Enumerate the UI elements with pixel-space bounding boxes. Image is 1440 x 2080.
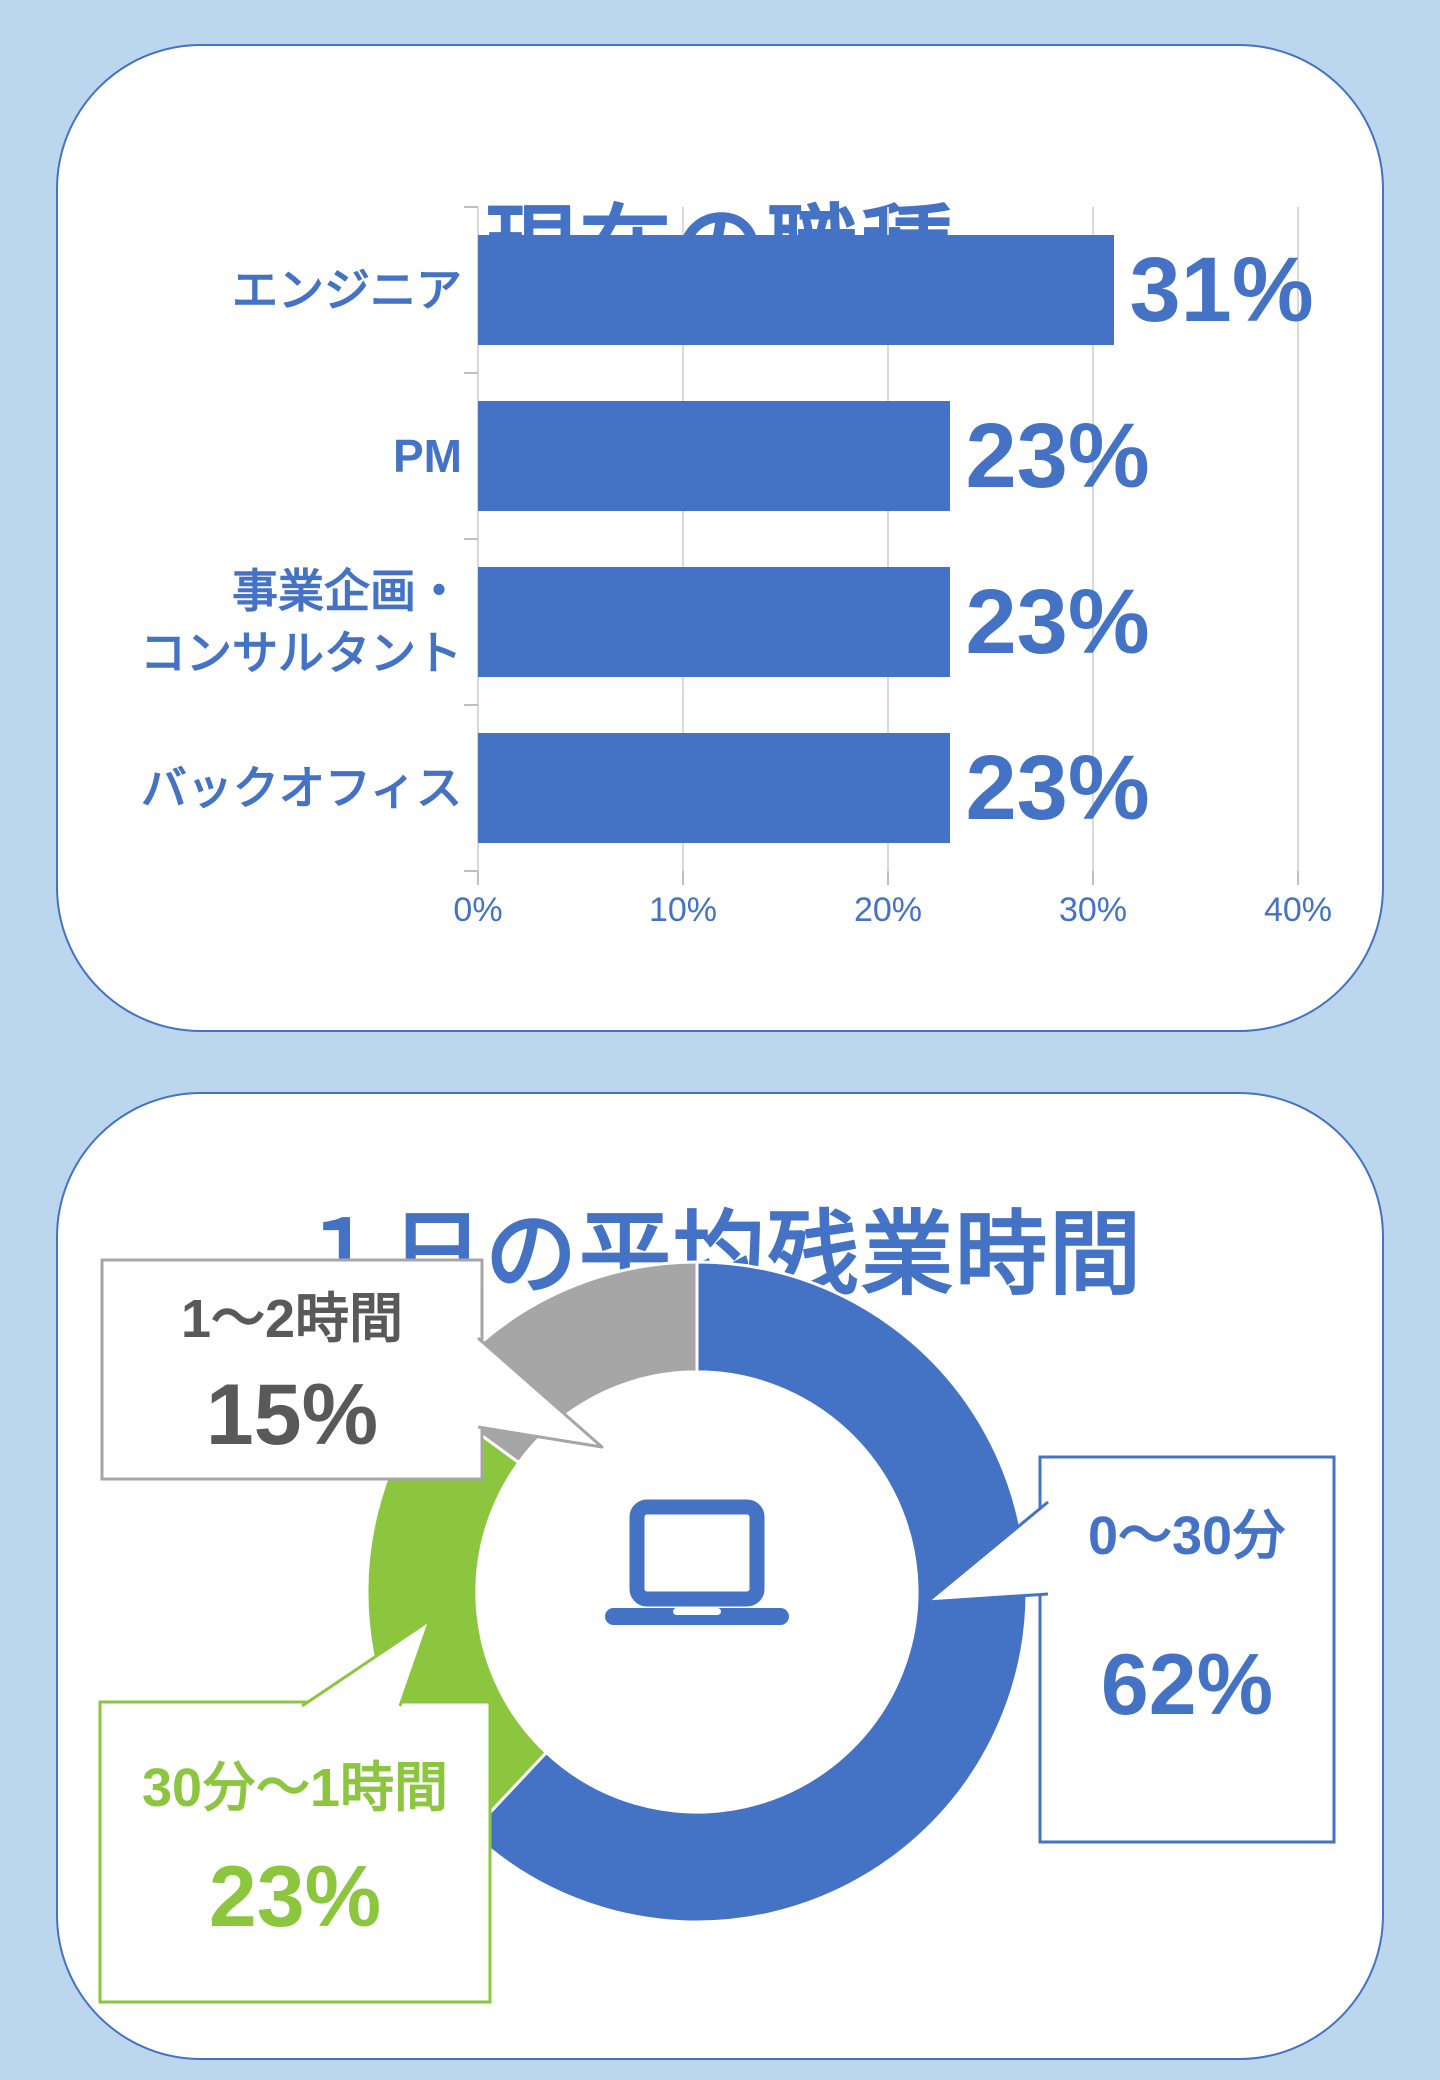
bar	[478, 733, 950, 843]
gridline	[682, 207, 684, 871]
category-label: PM	[74, 373, 462, 539]
gridline	[1092, 207, 1094, 871]
data-label: 31%	[1129, 238, 1314, 341]
callout-pointer	[925, 1500, 1049, 1604]
callout-pointer	[477, 1336, 604, 1449]
category-label-line: エンジニア	[232, 263, 462, 316]
callout-value: 62%	[1101, 1637, 1273, 1733]
axis-tick-mark	[1297, 871, 1299, 885]
x-tick-label: 10%	[648, 891, 718, 929]
donut-chart-panel: １日の平均残業時間 1〜2時間 15% 0〜30分 62% 30分〜1時間	[56, 1092, 1384, 2060]
axis-tick-mark	[464, 704, 478, 706]
category-label-line: PM	[393, 429, 462, 482]
axis-tick-mark	[464, 538, 478, 540]
x-tick-label: 40%	[1263, 891, 1333, 929]
bar-chart-panel: 現在の職種 0%10%20%30%40%エンジニア31%PM23%事業企画・コン…	[56, 44, 1384, 1032]
category-label: バックオフィス	[74, 705, 462, 871]
x-tick-label: 0%	[453, 891, 503, 929]
x-tick-label: 20%	[853, 891, 923, 929]
axis-tick-mark	[464, 206, 478, 208]
gridline	[1297, 207, 1299, 871]
data-label: 23%	[965, 404, 1150, 507]
data-label: 23%	[965, 570, 1150, 673]
callout-label: 30分〜1時間	[142, 1758, 448, 1818]
bar	[478, 401, 950, 511]
callout-value: 23%	[209, 1849, 381, 1945]
category-label-line: コンサルタント	[140, 627, 462, 679]
callout-label: 0〜30分	[1088, 1506, 1286, 1566]
bar	[478, 567, 950, 677]
x-tick-label: 30%	[1058, 891, 1128, 929]
donut-segment-0	[468, 1260, 1029, 1924]
axis-tick-mark	[887, 871, 889, 885]
callout-1to2hours: 1〜2時間 15%	[100, 1258, 604, 1481]
callout-value: 15%	[206, 1367, 378, 1463]
gridline	[477, 207, 479, 871]
axis-tick-mark	[682, 871, 684, 885]
gridline	[887, 207, 889, 871]
callout-label: 1〜2時間	[181, 1289, 403, 1349]
axis-tick-mark	[477, 871, 479, 885]
callout-30minto1hour: 30分〜1時間 23%	[98, 1618, 492, 2004]
bar	[478, 235, 1114, 345]
category-label: エンジニア	[74, 207, 462, 373]
category-label-line: バックオフィス	[140, 761, 462, 814]
category-label-line: 事業企画・	[232, 564, 462, 617]
axis-tick-mark	[1092, 871, 1094, 885]
callout-0to30min: 0〜30分 62%	[925, 1455, 1336, 1844]
category-label: 事業企画・コンサルタント	[74, 539, 462, 705]
data-label: 23%	[965, 736, 1150, 839]
axis-tick-mark	[464, 870, 478, 872]
donut-chart: 1〜2時間 15% 0〜30分 62% 30分〜1時間 23%	[98, 1258, 1336, 2004]
axis-tick-mark	[464, 372, 478, 374]
callout-pointer	[301, 1618, 432, 1708]
laptop-icon	[605, 1499, 789, 1625]
bar-chart: 0% 10% 20% 30% 40% エンジニア 31% PM 23% 事業企画・コンサルタント 2…	[58, 46, 1382, 1030]
